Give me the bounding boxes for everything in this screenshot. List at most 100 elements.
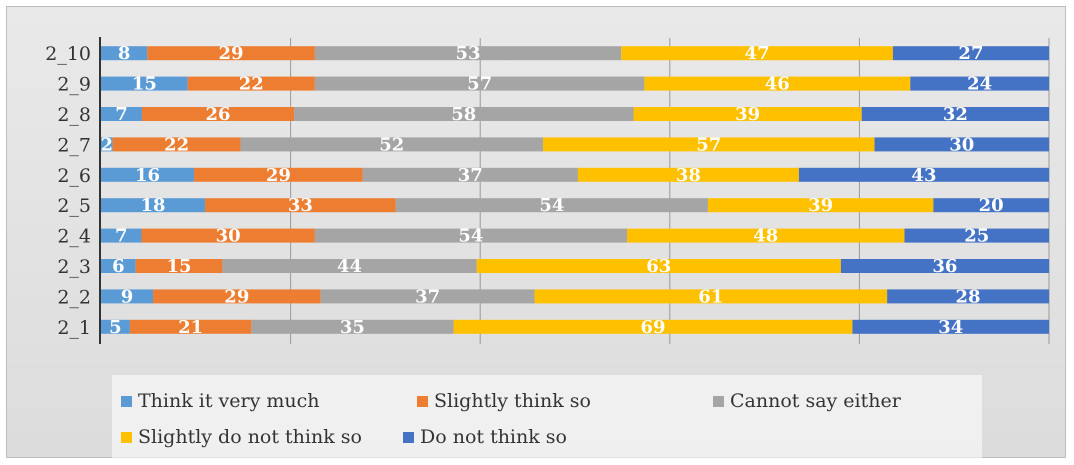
data-label: 53 <box>456 43 481 64</box>
category-label: 2_4 <box>57 226 91 248</box>
data-label: 52 <box>379 134 404 155</box>
legend-label: Slightly think so <box>434 390 591 412</box>
data-label: 69 <box>641 317 666 338</box>
data-label: 8 <box>118 43 131 64</box>
data-label: 38 <box>676 165 701 186</box>
legend-label: Cannot say either <box>730 390 901 412</box>
data-label: 20 <box>979 195 1004 216</box>
bar-segment <box>892 46 1049 61</box>
data-label: 46 <box>765 74 790 95</box>
data-label: 9 <box>121 286 134 307</box>
bar-segment <box>141 107 295 121</box>
data-label: 37 <box>415 286 440 307</box>
data-label: 35 <box>340 317 365 338</box>
data-label: 58 <box>451 104 476 125</box>
data-label: 21 <box>178 317 203 338</box>
data-label: 61 <box>698 286 723 307</box>
bar-segment <box>904 228 1049 243</box>
legend-item: Think it very much <box>121 390 320 412</box>
data-label: 5 <box>109 317 122 338</box>
category-label: 2_5 <box>57 195 91 217</box>
category-label: 2_1 <box>57 317 91 339</box>
data-label: 33 <box>288 195 313 216</box>
category-label: 2_7 <box>57 134 91 156</box>
legend-item: Cannot say either <box>713 390 901 412</box>
legend-background <box>112 375 982 465</box>
data-label: 29 <box>224 286 249 307</box>
bar-segment <box>644 76 911 91</box>
data-label: 26 <box>206 104 231 125</box>
data-label: 37 <box>458 165 483 186</box>
bar-segment <box>453 319 853 334</box>
bar-segment <box>798 167 1049 182</box>
data-label: 54 <box>539 195 564 216</box>
bar-segment <box>222 259 477 273</box>
legend-label: Slightly do not think so <box>138 426 362 448</box>
data-label: 7 <box>115 104 128 125</box>
bar-segment <box>887 289 1049 304</box>
bar-segment <box>707 198 934 213</box>
data-label: 16 <box>135 165 160 186</box>
legend-swatch <box>417 395 428 407</box>
data-label: 39 <box>808 195 833 216</box>
bar-segment <box>633 107 862 121</box>
data-label: 22 <box>239 74 264 95</box>
data-label: 47 <box>745 43 770 64</box>
data-label: 43 <box>911 165 936 186</box>
legend-item: Slightly think so <box>417 390 591 412</box>
category-label: 2_2 <box>57 286 91 308</box>
legend-label: Think it very much <box>138 390 320 412</box>
bar-segment <box>187 76 315 91</box>
data-label: 44 <box>337 256 362 277</box>
bar-segment <box>194 167 363 182</box>
bar-segment <box>314 228 628 243</box>
bar-segment <box>861 107 1049 121</box>
bar-segment <box>251 319 454 334</box>
bar-segment <box>320 289 535 304</box>
bar-segment <box>101 259 136 273</box>
data-label: 18 <box>140 195 165 216</box>
bar-segment <box>135 259 223 273</box>
data-label: 29 <box>219 43 244 64</box>
bar-segment <box>101 167 195 182</box>
data-label: 27 <box>958 43 983 64</box>
data-label: 54 <box>458 226 483 247</box>
bar-segment <box>852 319 1049 334</box>
data-label: 57 <box>467 74 492 95</box>
bar-segment <box>534 289 888 304</box>
bar-segment <box>314 76 645 91</box>
bar-segment <box>933 198 1049 213</box>
data-label: 36 <box>932 256 957 277</box>
legend-swatch <box>121 395 132 407</box>
bar-segment <box>240 137 544 152</box>
data-label: 39 <box>735 104 760 125</box>
bar-segment <box>314 46 622 61</box>
bar-segment <box>362 167 578 182</box>
legend-item: Slightly do not think so <box>121 426 362 448</box>
bar-segment <box>141 228 315 243</box>
legend-swatch <box>713 395 724 407</box>
data-label: 63 <box>646 256 671 277</box>
data-label: 25 <box>964 226 989 247</box>
category-label: 2_9 <box>57 74 91 96</box>
bar-segment <box>205 198 396 213</box>
bar-segment <box>543 137 875 152</box>
data-label: 28 <box>956 286 981 307</box>
legend-label: Do not think so <box>420 426 567 448</box>
bar-segment <box>395 198 708 213</box>
data-label: 48 <box>753 226 778 247</box>
bar-segment <box>910 76 1049 91</box>
data-label: 30 <box>949 134 974 155</box>
bar-segment <box>294 107 634 121</box>
bar-segment <box>627 228 905 243</box>
category-label: 2_10 <box>45 43 91 65</box>
legend-swatch <box>121 431 132 443</box>
bar-segment <box>147 46 315 61</box>
data-label: 57 <box>696 134 721 155</box>
bar-segment <box>840 259 1049 273</box>
data-label: 15 <box>132 74 157 95</box>
chart-frame: 5 21 35 69 34 9 29 37 61 28 6 15 44 63 36 7 30 54 48 25 18 33… <box>6 6 1066 465</box>
bar-segment <box>101 289 154 304</box>
data-label: 30 <box>216 226 241 247</box>
